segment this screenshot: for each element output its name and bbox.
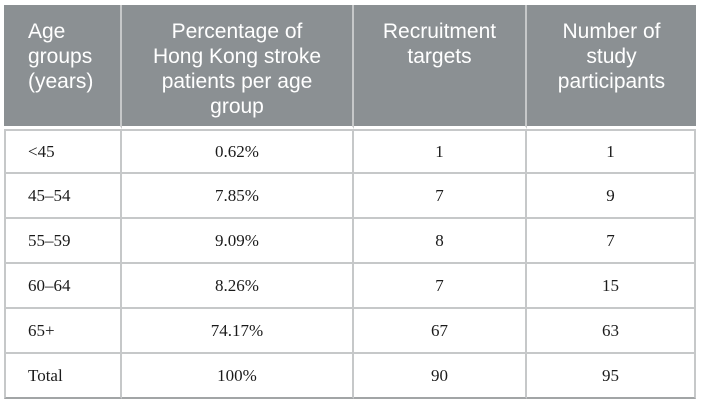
- table-row: 45–54 7.85% 7 9: [4, 174, 696, 219]
- cell-participants: 9: [527, 174, 696, 219]
- cell-recruitment-target: 1: [354, 129, 527, 174]
- column-header-study-participants: Number of study participants: [527, 5, 696, 129]
- cell-age-group: Total: [4, 354, 122, 399]
- cell-recruitment-target: 67: [354, 309, 527, 354]
- table-row: <45 0.62% 1 1: [4, 129, 696, 174]
- cell-participants: 95: [527, 354, 696, 399]
- table-header: Age groups (years) Percentage of Hong Ko…: [4, 5, 696, 129]
- table-row-total: Total 100% 90 95: [4, 354, 696, 399]
- cell-participants: 63: [527, 309, 696, 354]
- cell-participants: 1: [527, 129, 696, 174]
- cell-age-group: <45: [4, 129, 122, 174]
- column-header-age-groups: Age groups (years): [4, 5, 122, 129]
- cell-recruitment-target: 8: [354, 219, 527, 264]
- table-row: 60–64 8.26% 7 15: [4, 264, 696, 309]
- cell-participants: 7: [527, 219, 696, 264]
- cell-percentage: 74.17%: [122, 309, 354, 354]
- cell-age-group: 45–54: [4, 174, 122, 219]
- cell-age-group: 55–59: [4, 219, 122, 264]
- header-row: Age groups (years) Percentage of Hong Ko…: [4, 5, 696, 129]
- cell-recruitment-target: 7: [354, 264, 527, 309]
- column-header-recruitment-targets: Recruitment targets: [354, 5, 527, 129]
- cell-percentage: 100%: [122, 354, 354, 399]
- cell-age-group: 60–64: [4, 264, 122, 309]
- cell-percentage: 0.62%: [122, 129, 354, 174]
- table-body: <45 0.62% 1 1 45–54 7.85% 7 9 55–59 9.09…: [4, 129, 696, 399]
- cell-recruitment-target: 90: [354, 354, 527, 399]
- cell-age-group: 65+: [4, 309, 122, 354]
- cell-participants: 15: [527, 264, 696, 309]
- age-distribution-table: Age groups (years) Percentage of Hong Ko…: [4, 5, 696, 399]
- cell-percentage: 9.09%: [122, 219, 354, 264]
- cell-percentage: 8.26%: [122, 264, 354, 309]
- table-row: 55–59 9.09% 8 7: [4, 219, 696, 264]
- cell-recruitment-target: 7: [354, 174, 527, 219]
- column-header-percentage: Percentage of Hong Kong stroke patients …: [122, 5, 354, 129]
- cell-percentage: 7.85%: [122, 174, 354, 219]
- table-row: 65+ 74.17% 67 63: [4, 309, 696, 354]
